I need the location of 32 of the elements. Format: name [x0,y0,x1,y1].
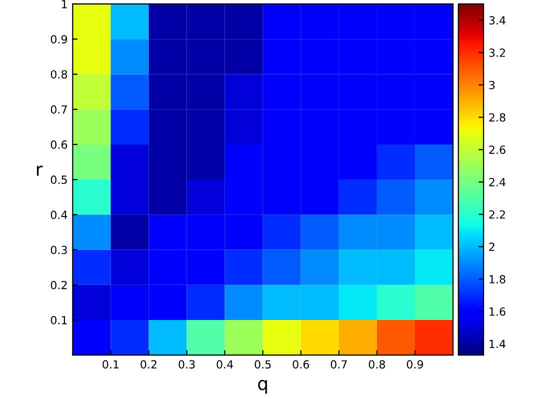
x-tick-label: 0.9 [406,360,424,369]
color-bar-label: 1.6 [490,307,506,316]
color-bar-label: 3.2 [489,48,505,57]
y-tick-label: 1 [62,0,67,8]
x-axis-title: q [258,380,267,394]
y-tick-label: 0.4 [50,210,68,220]
y-tick-label: 0.8 [50,70,68,79]
y-tick-label: 0.1 [50,316,67,324]
color-bar-label: 2 [489,242,494,251]
x-tick-label: 0.4 [216,360,234,369]
x-tick-label: 0.2 [140,360,156,369]
color-bar-label: 3 [489,80,495,90]
x-tick-label: 0.3 [178,360,195,369]
x-tick-label: 0.1 [102,360,119,369]
y-tick-label: 0.2 [50,280,67,290]
x-tick-label: 0.7 [330,360,347,369]
x-tick-label: 0.8 [368,360,386,369]
y-tick-label: 0.9 [50,35,68,44]
x-tick-label: 0.6 [292,360,310,369]
color-bar-label: 2.4 [489,178,506,186]
color-bar-label: 2.6 [489,146,506,154]
color-bar-label: 2.2 [489,210,505,219]
y-tick-label: 0.6 [50,140,68,149]
color-bar-label: 2.8 [489,113,506,122]
y-tick-label: 0.3 [50,246,67,254]
x-tick-label: 0.5 [254,360,271,369]
color-bar-label: 1.8 [490,275,506,284]
y-axis-title: r [36,166,43,176]
y-tick-label: 0.5 [50,176,67,184]
color-bar-label: 1.4 [490,340,506,348]
color-bar-label: 3.4 [489,16,506,25]
y-tick-label: 0.7 [50,105,67,114]
